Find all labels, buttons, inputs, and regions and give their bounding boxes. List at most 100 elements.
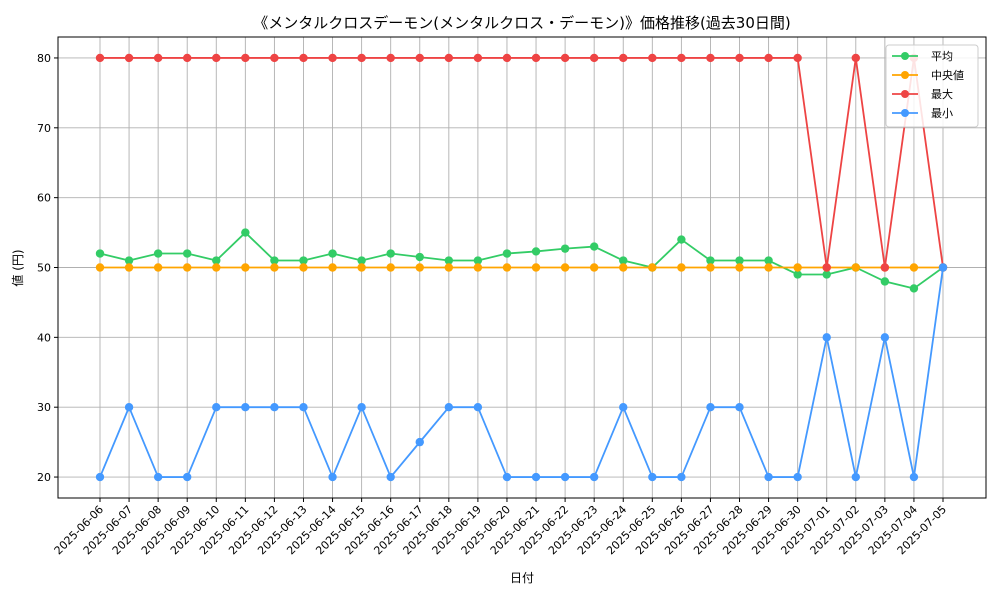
- data-point-min: [299, 402, 308, 412]
- data-point-avg: [183, 249, 192, 258]
- data-point-avg: [357, 256, 366, 265]
- data-point-avg: [706, 256, 715, 265]
- data-point-avg: [444, 256, 454, 265]
- data-point-median: [124, 263, 134, 272]
- data-point-min: [619, 402, 628, 412]
- y-tick-label: 80: [37, 52, 51, 65]
- data-point-max: [241, 53, 250, 63]
- legend-marker-avg: [901, 52, 909, 60]
- data-point-max: [706, 53, 715, 63]
- data-point-median: [153, 263, 163, 272]
- legend-marker-median: [901, 71, 909, 79]
- data-point-min: [764, 472, 773, 482]
- data-point-avg: [95, 249, 105, 258]
- data-point-max: [502, 53, 512, 63]
- data-point-avg: [502, 249, 512, 258]
- y-tick-label: 40: [37, 331, 51, 344]
- data-point-max: [880, 263, 890, 272]
- series-line-max: [100, 57, 944, 269]
- data-point-avg: [677, 235, 686, 244]
- data-point-avg: [473, 256, 483, 265]
- data-point-median: [502, 263, 512, 272]
- data-point-median: [473, 263, 483, 272]
- data-point-min: [735, 402, 744, 412]
- data-point-min: [822, 333, 831, 342]
- data-point-median: [764, 263, 773, 272]
- data-point-median: [270, 263, 279, 272]
- data-point-max: [764, 53, 773, 63]
- series-max: [95, 53, 948, 272]
- data-point-avg: [531, 247, 541, 256]
- data-point-max: [648, 53, 657, 63]
- data-point-min: [473, 402, 483, 412]
- data-point-min: [183, 472, 192, 482]
- series-avg: [95, 228, 948, 293]
- data-point-min: [415, 437, 424, 447]
- legend-marker-max: [901, 90, 909, 98]
- data-point-max: [560, 53, 570, 63]
- data-point-median: [386, 263, 395, 272]
- data-point-min: [648, 472, 657, 482]
- data-point-median: [531, 263, 541, 272]
- data-point-avg: [822, 270, 831, 279]
- data-point-avg: [880, 277, 890, 286]
- data-point-min: [938, 263, 948, 272]
- data-point-min: [589, 472, 599, 482]
- data-point-min: [909, 472, 919, 482]
- data-point-avg: [241, 228, 250, 237]
- data-point-min: [95, 472, 105, 482]
- data-point-max: [124, 53, 134, 63]
- data-point-avg: [124, 256, 134, 265]
- series-line-min: [99, 267, 944, 478]
- data-point-max: [270, 53, 279, 63]
- data-point-median: [415, 263, 424, 272]
- data-point-avg: [735, 256, 744, 265]
- data-point-avg: [299, 256, 308, 265]
- data-point-max: [183, 53, 192, 63]
- data-point-min: [357, 402, 366, 412]
- data-point-median: [95, 263, 105, 272]
- data-point-median: [299, 263, 308, 272]
- data-point-median: [793, 263, 802, 272]
- y-tick-label: 60: [37, 192, 51, 205]
- data-point-median: [444, 263, 454, 272]
- data-point-median: [183, 263, 192, 272]
- data-point-max: [212, 53, 221, 63]
- data-point-median: [357, 263, 366, 272]
- data-point-avg: [909, 284, 919, 293]
- data-point-min: [706, 402, 715, 412]
- data-point-avg: [793, 270, 802, 279]
- data-point-max: [357, 53, 366, 63]
- data-point-median: [589, 263, 599, 272]
- data-point-median: [241, 263, 250, 272]
- data-point-min: [677, 472, 686, 482]
- series-min: [95, 263, 948, 482]
- data-point-max: [415, 53, 424, 63]
- data-point-max: [677, 53, 686, 63]
- data-point-min: [560, 472, 570, 482]
- data-point-median: [212, 263, 221, 272]
- chart-title: 《メンタルクロスデーモン(メンタルクロス・デーモン)》価格推移(過去30日間): [253, 14, 791, 32]
- data-point-min: [386, 472, 395, 482]
- data-point-max: [589, 53, 599, 63]
- data-point-median: [560, 263, 570, 272]
- data-point-min: [270, 402, 279, 412]
- data-point-max: [299, 53, 308, 63]
- series-line-avg: [99, 231, 944, 290]
- data-point-median: [619, 263, 628, 272]
- data-point-avg: [619, 256, 628, 265]
- data-point-median: [909, 263, 919, 272]
- data-point-median: [677, 263, 686, 272]
- data-point-median: [851, 263, 860, 272]
- data-point-median: [328, 263, 337, 272]
- data-point-avg: [212, 256, 221, 265]
- data-point-avg: [415, 252, 424, 262]
- data-point-min: [851, 472, 860, 482]
- data-point-min: [124, 402, 134, 412]
- y-tick-label: 50: [37, 262, 51, 275]
- data-point-median: [648, 263, 657, 272]
- data-point-max: [95, 53, 105, 63]
- legend-box: [885, 44, 979, 128]
